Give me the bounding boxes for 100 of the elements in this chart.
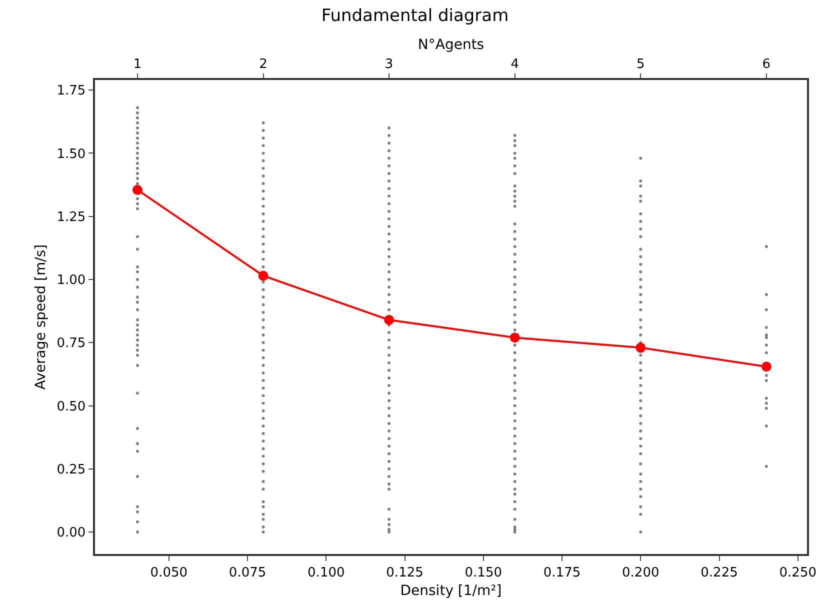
point: [388, 126, 391, 130]
point: [513, 172, 516, 175]
point: [262, 505, 265, 508]
point: [262, 326, 265, 329]
point: [764, 293, 768, 296]
point: [136, 308, 139, 312]
y-axis-title: Average speed [m/s]: [32, 244, 49, 390]
point: [136, 520, 139, 524]
point: [513, 144, 516, 148]
point: [262, 159, 265, 162]
point: [262, 530, 265, 534]
point: [262, 432, 265, 436]
point: [388, 460, 391, 463]
point: [136, 265, 139, 268]
point: [136, 510, 139, 514]
point: [639, 414, 642, 418]
point: [388, 278, 391, 281]
point: [388, 422, 391, 425]
point: [388, 217, 391, 220]
point: [764, 464, 768, 468]
point: [132, 184, 142, 195]
point: [136, 166, 139, 170]
point: [262, 518, 265, 521]
point: [262, 212, 265, 216]
point: [764, 334, 768, 337]
point: [262, 136, 265, 140]
point: [639, 512, 642, 516]
point: [639, 430, 642, 433]
point: [262, 235, 265, 238]
point: [136, 296, 139, 299]
point: [639, 495, 642, 498]
point: [136, 202, 139, 206]
x-tick-label: 0.150: [464, 565, 502, 580]
point: [513, 184, 516, 188]
point: [388, 187, 391, 190]
point: [388, 414, 391, 418]
y-tick-label: 1.50: [56, 146, 86, 162]
point: [136, 270, 139, 274]
point: [513, 306, 516, 309]
point: [513, 139, 516, 142]
y-tick-label: 0.50: [56, 399, 86, 414]
point: [262, 204, 265, 208]
x-tick-label: 0.125: [386, 565, 424, 580]
point: [136, 354, 139, 357]
point: [513, 313, 516, 316]
point: [136, 132, 139, 135]
point: [262, 296, 265, 299]
point: [388, 346, 391, 350]
point: [513, 492, 516, 496]
x-tick-label: 0.050: [150, 565, 188, 580]
point: [262, 512, 265, 516]
point: [639, 480, 642, 484]
x2-tick-label: 2: [259, 57, 268, 72]
point: [636, 342, 646, 353]
point: [513, 230, 516, 234]
x-tick-label: 0.175: [543, 565, 581, 580]
point: [262, 379, 265, 382]
point: [513, 298, 516, 302]
point: [136, 318, 139, 322]
point: [388, 368, 391, 372]
point: [513, 152, 516, 155]
point: [388, 444, 391, 448]
point: [513, 426, 516, 430]
point: [262, 440, 265, 443]
point: [388, 518, 391, 521]
point: [764, 336, 768, 340]
point: [136, 172, 139, 175]
point: [639, 368, 642, 372]
point: [136, 235, 139, 238]
point: [513, 134, 516, 138]
point: [262, 121, 265, 124]
point: [262, 144, 265, 148]
point: [639, 399, 642, 402]
point: [513, 500, 516, 504]
x-tick-label: 0.250: [779, 565, 816, 580]
point: [136, 364, 139, 367]
y-tick-label: 0.75: [56, 336, 86, 352]
point: [136, 530, 139, 534]
point: [513, 434, 516, 438]
point: [388, 530, 391, 534]
point: [639, 384, 642, 388]
point: [513, 290, 516, 294]
point: [262, 447, 265, 450]
point: [513, 252, 516, 256]
point: [388, 392, 391, 395]
x2-tick-label: 5: [636, 57, 645, 72]
point: [262, 227, 265, 230]
point: [262, 152, 265, 155]
point: [639, 220, 642, 223]
point: [136, 278, 139, 281]
point: [388, 338, 391, 342]
point: [513, 450, 516, 453]
point: [388, 194, 391, 198]
point: [513, 275, 516, 278]
x2-tick-label: 1: [133, 57, 142, 72]
point: [388, 430, 391, 433]
point: [136, 156, 139, 160]
point: [262, 341, 265, 344]
point: [513, 457, 516, 460]
point: [639, 212, 642, 216]
